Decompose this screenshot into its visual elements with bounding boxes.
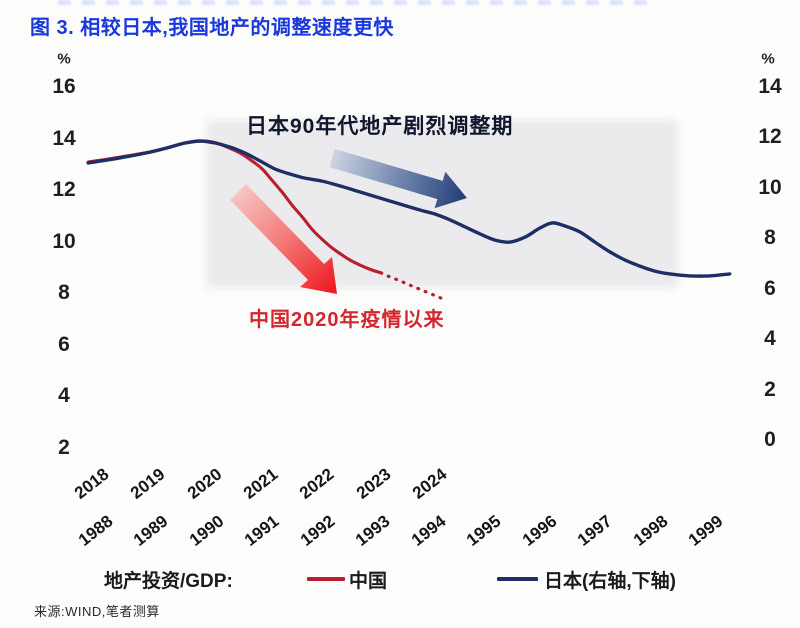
japan-decline-arrow <box>329 148 467 209</box>
chart-svg <box>86 139 732 301</box>
legend-china-label: 中国 <box>349 571 388 592</box>
left-axis-tick: 10 <box>52 229 76 253</box>
china-projection-dotted <box>379 271 445 301</box>
japan-line-swatch <box>497 577 538 581</box>
right-axis-unit: % <box>761 50 775 68</box>
left-axis-tick: 8 <box>58 281 70 305</box>
right-axis-tick: 2 <box>764 377 776 401</box>
left-axis-tick: 12 <box>52 178 76 202</box>
left-axis-unit: % <box>57 50 71 68</box>
right-axis-tick: 6 <box>764 276 776 300</box>
left-axis-tick: 14 <box>52 126 76 150</box>
left-axis-tick: 6 <box>58 332 70 356</box>
chart-legend: 地产投资/GDP: 中国 日本(右轴,下轴) <box>0 563 800 593</box>
cropped-text-remnant <box>58 0 648 5</box>
right-axis-tick: 14 <box>758 75 782 99</box>
right-axis-tick: 0 <box>764 428 776 451</box>
legend-japan-label: 日本(右轴,下轴) <box>544 571 676 592</box>
china-pandemic-annotation: 中国2020年疫情以来 <box>249 309 445 331</box>
left-axis-tick: 4 <box>58 384 70 408</box>
left-axis-tick: 2 <box>58 436 70 459</box>
chart-area: 日本90年代地产剧烈调整期 中国2020年疫情以来 % 16 14 12 10 8 6 4 2 … <box>0 40 800 560</box>
right-axis-tick: 10 <box>758 175 782 199</box>
left-axis-tick: 16 <box>52 74 76 98</box>
source-note: 来源:WIND,笔者测算 <box>34 604 160 619</box>
right-axis-tick: 8 <box>764 226 776 250</box>
right-axis-tick: 12 <box>758 125 782 149</box>
japan-adjustment-annotation: 日本90年代地产剧烈调整期 <box>246 115 514 138</box>
right-axis-tick: 4 <box>764 327 776 351</box>
china-line-swatch <box>307 577 345 581</box>
legend-metric-label: 地产投资/GDP: <box>104 571 233 592</box>
japan-line <box>86 139 732 278</box>
figure-title: 图 3. 相较日本,我国地产的调整速度更快 <box>30 17 394 39</box>
china-decline-arrow <box>230 184 337 294</box>
